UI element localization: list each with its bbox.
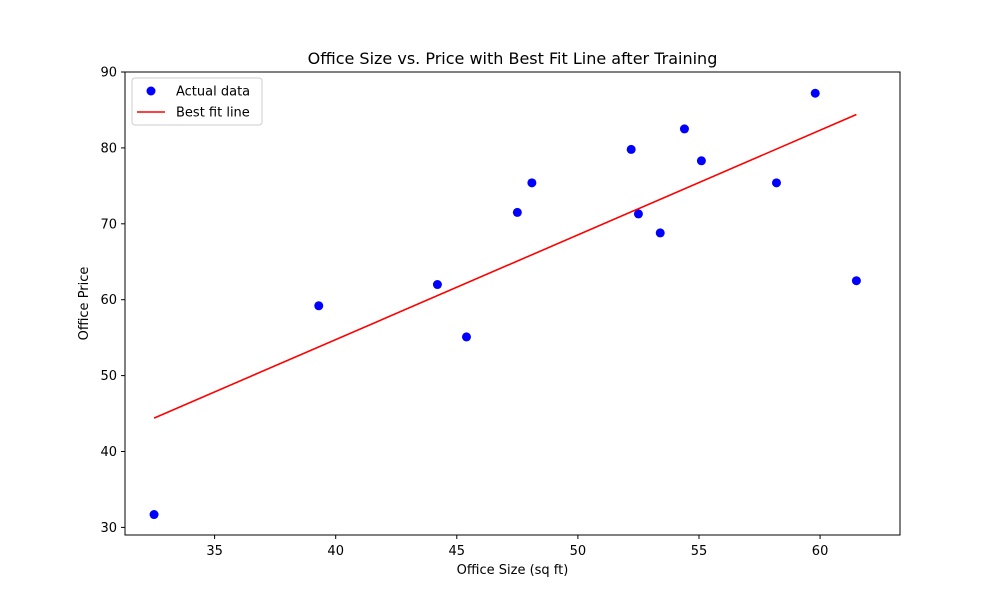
best-fit-line	[153, 113, 857, 419]
x-tick-label: 40	[327, 544, 344, 559]
data-point	[771, 178, 781, 188]
legend-label: Actual data	[176, 85, 250, 100]
x-tick-label: 35	[206, 544, 223, 559]
y-tick-label: 80	[100, 141, 117, 156]
data-point	[626, 144, 636, 154]
plot-area: 35 40 45 50 55 60 30 40 50 60 70 80 90	[100, 66, 861, 559]
y-axis-label: Office Price	[77, 267, 92, 341]
data-point	[461, 332, 471, 342]
data-point	[810, 88, 820, 98]
data-point	[696, 156, 706, 166]
y-tick-label: 30	[100, 521, 117, 536]
data-point	[655, 228, 665, 238]
data-point	[149, 510, 159, 520]
data-point	[679, 124, 689, 134]
data-point	[851, 276, 861, 286]
data-point	[512, 207, 522, 217]
x-axis-label: Office Size (sq ft)	[457, 563, 569, 578]
legend-box	[131, 77, 263, 126]
y-tick-label: 60	[100, 293, 117, 308]
data-point	[314, 301, 324, 311]
legend-label: Best fit line	[176, 106, 250, 121]
y-tick-label: 70	[100, 217, 117, 232]
chart-title: Office Size vs. Price with Best Fit Line…	[308, 49, 718, 68]
x-tick-label: 50	[570, 544, 587, 559]
legend: Actual data Best fit line	[131, 77, 263, 126]
legend-marker-scatter	[146, 86, 156, 96]
x-tick-label: 55	[691, 544, 708, 559]
y-tick-label: 50	[100, 369, 117, 384]
data-point	[527, 178, 537, 188]
y-tick-label: 90	[100, 66, 117, 81]
y-tick-label: 40	[100, 445, 117, 460]
plot-frame	[124, 71, 901, 536]
x-tick-label: 45	[449, 544, 466, 559]
x-tick-label: 60	[812, 544, 829, 559]
data-point	[633, 209, 643, 219]
data-point	[432, 280, 442, 290]
